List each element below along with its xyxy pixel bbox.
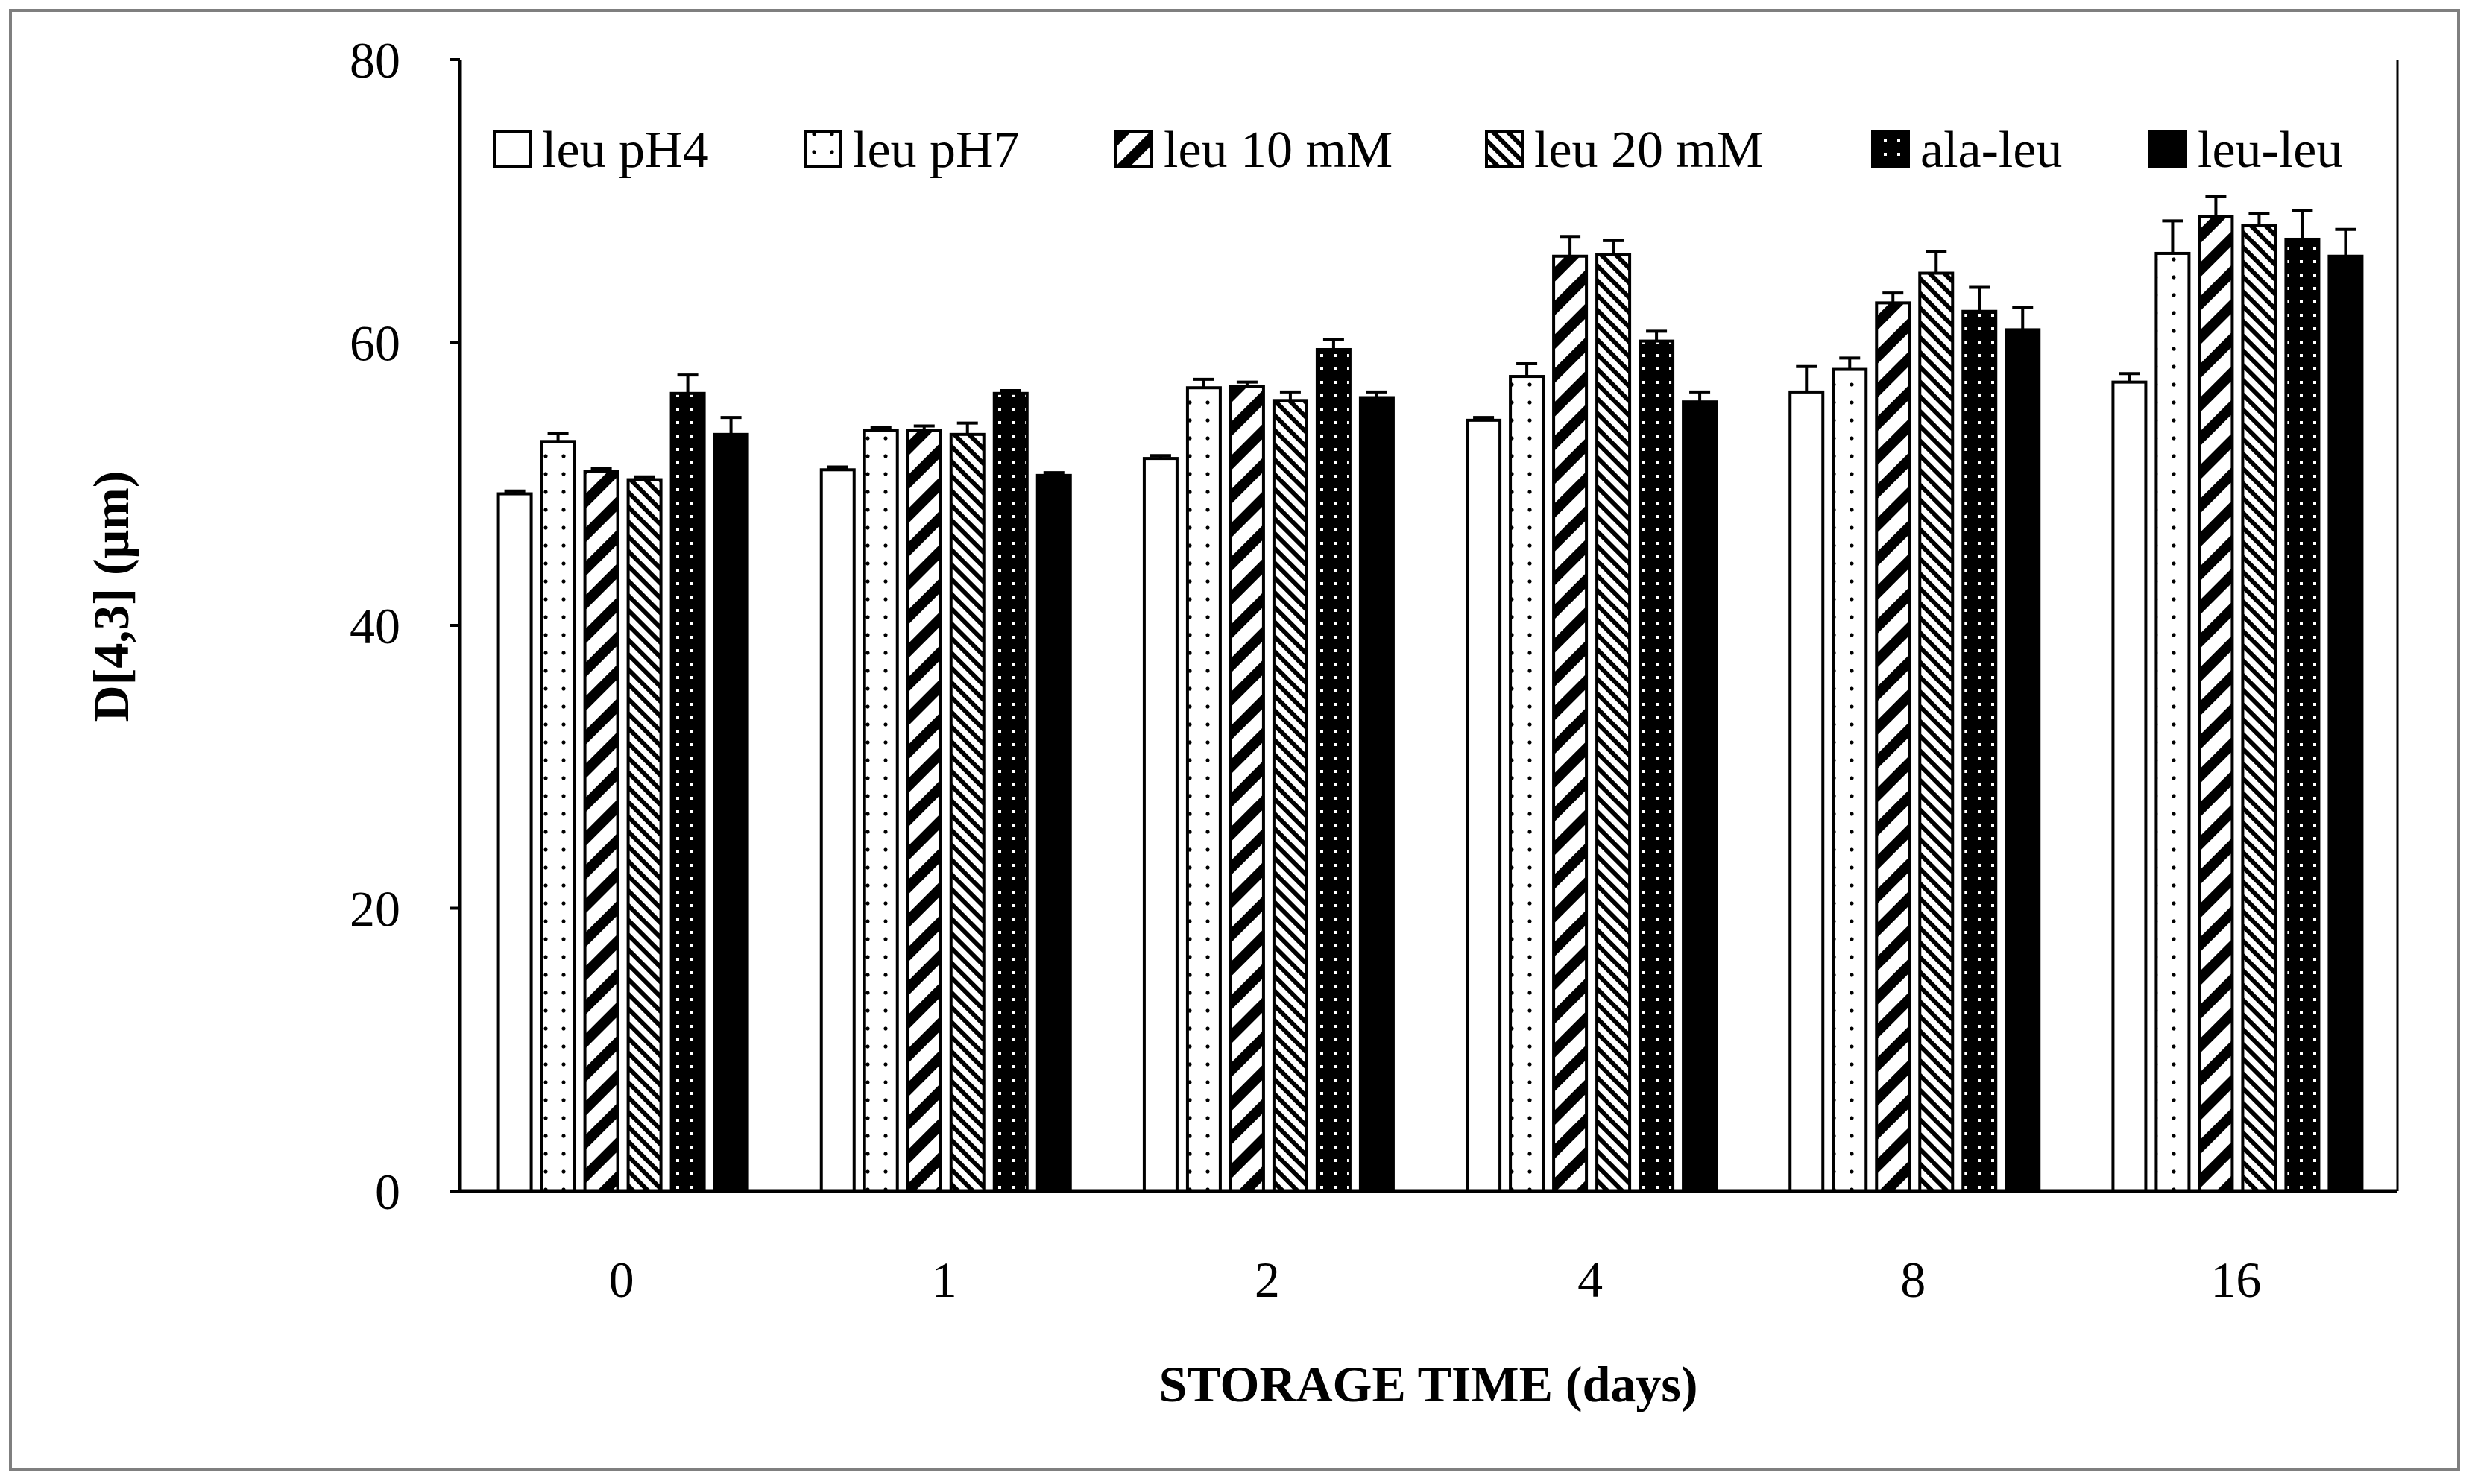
- bar: [2154, 251, 2191, 1193]
- bars-layer: [496, 215, 2364, 1193]
- bar: [1788, 390, 1825, 1193]
- bar: [1832, 367, 1868, 1193]
- legend-swatch: [1485, 130, 1524, 168]
- y-tick-label: 20: [350, 881, 400, 938]
- bar: [583, 470, 619, 1193]
- bar: [1918, 271, 1955, 1193]
- x-tick-label: 0: [609, 1251, 634, 1308]
- bar: [949, 432, 986, 1193]
- y-tick-label: 0: [375, 1163, 400, 1220]
- y-tick-label: 80: [350, 32, 400, 89]
- bar: [496, 492, 533, 1193]
- bar: [540, 440, 576, 1193]
- bar: [1466, 418, 1502, 1193]
- bar: [669, 391, 706, 1193]
- legend-label: leu pH7: [853, 121, 1020, 179]
- legend-label: ala-leu: [1920, 121, 2062, 179]
- y-axis-title: D[4,3] (μm): [83, 471, 139, 722]
- legend-label: leu pH4: [542, 121, 709, 179]
- legend-swatch: [493, 130, 532, 168]
- legend-swatch: [2148, 130, 2187, 168]
- bar: [2005, 328, 2041, 1193]
- bar: [1272, 399, 1308, 1193]
- bar: [1595, 253, 1632, 1193]
- legend-swatch: [1114, 130, 1153, 168]
- bar: [2327, 254, 2364, 1193]
- bar: [863, 429, 899, 1193]
- bar: [992, 391, 1029, 1193]
- bar: [1315, 347, 1352, 1193]
- legend: leu pH4 leu pH7 leu 10 mM leu 20 mM ala-leu l…: [493, 121, 2342, 179]
- figure-frame: [9, 9, 2460, 1471]
- bar: [2198, 215, 2234, 1193]
- legend-label: leu 10 mM: [1164, 121, 1393, 179]
- x-ticks: 0 1 2 4 8 16: [609, 1251, 2262, 1308]
- bar: [2241, 224, 2277, 1193]
- y-tick-label: 60: [350, 315, 400, 372]
- bar: [1229, 385, 1265, 1193]
- x-tick-label: 8: [1900, 1251, 1926, 1308]
- y-ticks: 0 20 40 60 80: [350, 32, 460, 1220]
- bar: [1142, 457, 1179, 1193]
- bar: [1509, 375, 1545, 1193]
- legend-label: leu 20 mM: [1534, 121, 1763, 179]
- x-tick-label: 1: [932, 1251, 957, 1308]
- legend-swatch: [804, 130, 842, 168]
- x-tick-label: 2: [1255, 1251, 1280, 1308]
- bar: [1961, 309, 1998, 1193]
- bar: [1639, 339, 1675, 1193]
- error-bars-layer: [504, 195, 2356, 494]
- bar: [713, 432, 749, 1193]
- x-tick-label: 16: [2210, 1251, 2261, 1308]
- x-tick-label: 4: [1577, 1251, 1603, 1308]
- bar: [2284, 237, 2321, 1193]
- bar: [1682, 400, 1718, 1193]
- bar: [819, 468, 856, 1193]
- bar: [1875, 301, 1911, 1193]
- legend-label: leu-leu: [2198, 121, 2342, 179]
- bar: [906, 429, 942, 1193]
- y-tick-label: 40: [350, 598, 400, 654]
- bar: [626, 478, 663, 1193]
- bar: [1185, 386, 1222, 1193]
- bar: [1035, 473, 1072, 1193]
- legend-swatch: [1871, 130, 1910, 168]
- bar: [2111, 380, 2148, 1193]
- x-axis-title: STORAGE TIME (days): [1159, 1356, 1698, 1412]
- bar: [1358, 396, 1395, 1193]
- bar: [1552, 254, 1589, 1193]
